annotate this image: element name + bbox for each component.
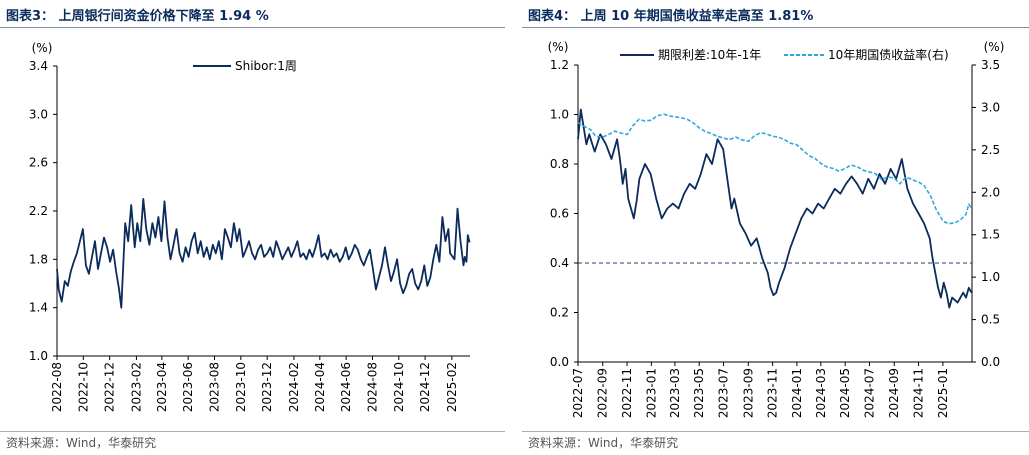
x-tick-label: 2024-01	[790, 368, 804, 418]
x-tick-label: 2024-05	[838, 368, 852, 418]
series-line-1	[56, 198, 471, 309]
x-tick-label: 2024-12	[418, 362, 432, 412]
x-tick-label: 2022-10	[76, 362, 90, 412]
x-tick-label: 2024-04	[313, 362, 327, 412]
x-tick-label: 2024-02	[287, 362, 301, 412]
y-tick-label: 0.4	[550, 256, 569, 270]
y-axis-unit: (%)	[548, 40, 569, 54]
left-bottom-rule	[0, 431, 505, 432]
x-tick-label: 2023-08	[208, 362, 222, 412]
x-tick-label: 2025-01	[936, 368, 950, 418]
y-tick-label: 0.2	[550, 306, 569, 320]
y-tick-label: 0.6	[550, 207, 569, 221]
y-tick-label: 2.6	[29, 156, 48, 170]
left-figure-title: 图表3： 上周银行间资金价格下降至 1.94 %	[6, 9, 269, 24]
y2-tick-label: 2.0	[981, 185, 1000, 199]
x-tick-label: 2022-07	[571, 368, 585, 418]
x-tick-label: 2024-03	[814, 368, 828, 418]
y-tick-label: 1.0	[29, 349, 48, 363]
x-tick-label: 2023-02	[129, 362, 143, 412]
left-title-rule	[0, 27, 505, 28]
x-tick-label: 2022-08	[50, 362, 64, 412]
y2-tick-label: 1.5	[981, 228, 1000, 242]
right-bottom-rule	[522, 431, 1029, 432]
left-chart: 1.0 1.4 1.8 2.2 2.6 3.0 3.4 (%) 2022-08 2022-10 20…	[29, 41, 471, 412]
y2-tick-label: 2.5	[981, 143, 1000, 157]
y2-tick-label: 3.5	[981, 58, 1000, 72]
y-tick-label: 3.0	[29, 107, 48, 121]
y-tick-label: 1.2	[550, 58, 569, 72]
y-tick-label: 2.2	[29, 204, 48, 218]
x-tick-label: 2023-11	[766, 368, 780, 418]
y2-tick-label: 1.0	[981, 270, 1000, 284]
x-tick-label: 2023-09	[741, 368, 755, 418]
legend-label-1: Shibor:1周	[235, 59, 297, 73]
y-tick-label: 0.0	[550, 355, 569, 369]
x-tick-label: 2023-04	[155, 362, 169, 412]
x-tick-label: 2025-02	[445, 362, 459, 412]
right-chart: 0.0 0.2 0.4 0.6 0.8 1.0 1.2 (%) 0.0 0.5 1.0 1.5 2.0 2…	[548, 40, 1005, 418]
y2-axis-unit: (%)	[984, 40, 1005, 54]
y2-tick-label: 3.0	[981, 100, 1000, 114]
series-line-2	[577, 113, 973, 225]
x-tick-label: 2022-11	[620, 368, 634, 418]
x-tick-label: 2024-10	[392, 362, 406, 412]
right-figure-panel: 图表4： 上周 10 年期国债收益率走高至 1.81% 0.0 0.2 0.4 0.6…	[522, 0, 1029, 455]
left-source-note: 资料来源：Wind，华泰研究	[6, 436, 157, 450]
right-figure-title: 图表4： 上周 10 年期国债收益率走高至 1.81%	[528, 9, 814, 24]
series-line-1	[577, 108, 973, 309]
y-tick-label: 3.4	[29, 59, 48, 73]
x-tick-label: 2023-12	[260, 362, 274, 412]
y2-tick-label: 0.0	[981, 355, 1000, 369]
left-figure-panel: 图表3： 上周银行间资金价格下降至 1.94 % 1.0 1.4 1.8 2.2 2.6…	[0, 0, 505, 455]
x-tick-label: 2023-07	[717, 368, 731, 418]
right-title-rule	[522, 27, 1029, 28]
x-tick-label: 2022-09	[596, 368, 610, 418]
y-tick-label: 1.4	[29, 301, 48, 315]
x-tick-label: 2023-10	[234, 362, 248, 412]
x-tick-label: 2022-12	[103, 362, 117, 412]
x-tick-label: 2023-03	[668, 368, 682, 418]
y2-tick-label: 0.5	[981, 313, 1000, 327]
x-tick-label: 2023-06	[181, 362, 195, 412]
x-tick-label: 2024-06	[339, 362, 353, 412]
x-tick-label: 2023-05	[692, 368, 706, 418]
x-tick-label: 2023-01	[644, 368, 658, 418]
y-tick-label: 1.8	[29, 252, 48, 266]
x-tick-label: 2024-07	[863, 368, 877, 418]
x-tick-label: 2024-08	[365, 362, 379, 412]
y-tick-label: 0.8	[550, 157, 569, 171]
x-tick-label: 2024-11	[912, 368, 926, 418]
right-source-note: 资料来源：Wind，华泰研究	[528, 436, 679, 450]
legend-label-1: 期限利差:10年-1年	[658, 48, 761, 62]
legend-label-2: 10年期国债收益率(右)	[828, 47, 949, 62]
x-tick-label: 2024-09	[887, 368, 901, 418]
y-tick-label: 1.0	[550, 108, 569, 122]
y-axis-unit: (%)	[32, 41, 53, 55]
